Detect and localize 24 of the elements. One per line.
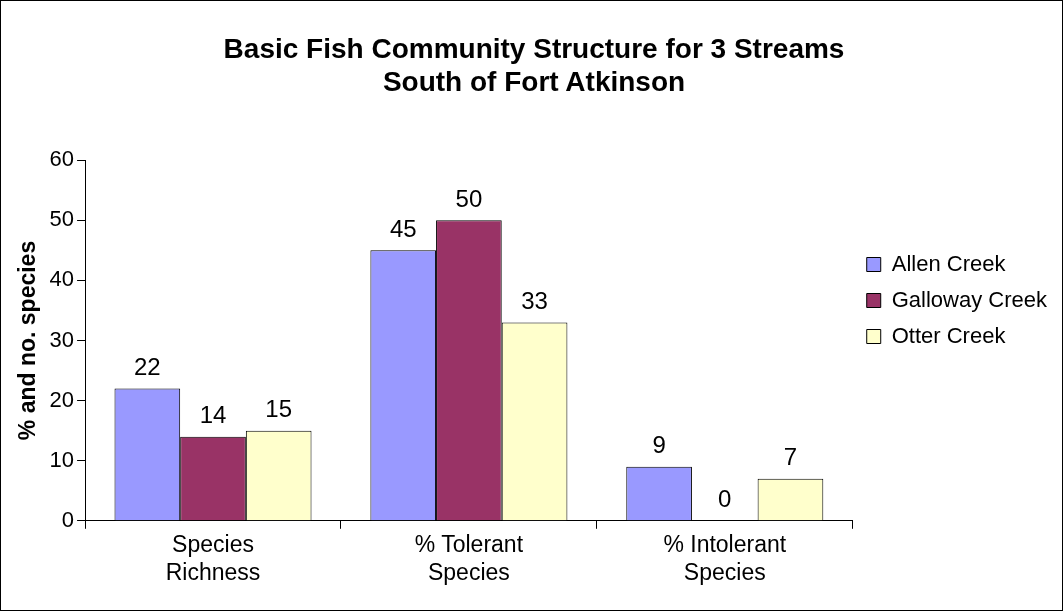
legend-label: Allen Creek bbox=[891, 250, 1007, 276]
legend-label: Otter Creek bbox=[891, 322, 1007, 348]
y-tick-label: 60 bbox=[49, 146, 75, 172]
legend-label: Galloway Creek bbox=[891, 286, 1048, 312]
chart-title: Basic Fish Community Structure for 3 Streams South of Fort Atkinson bbox=[223, 32, 845, 98]
y-tick-label: 20 bbox=[49, 386, 75, 412]
y-tick-label: 10 bbox=[49, 446, 75, 472]
x-tick-label: % Tolerant Species bbox=[414, 530, 524, 585]
data-label: 45 bbox=[389, 214, 417, 242]
data-label: 33 bbox=[521, 287, 548, 315]
y-tick-label: 50 bbox=[49, 206, 75, 232]
x-tick-label: % Intolerant Species bbox=[663, 530, 787, 585]
data-label: 9 bbox=[652, 431, 666, 459]
y-tick-label: 30 bbox=[49, 326, 75, 352]
data-label: 22 bbox=[133, 353, 161, 381]
y-axis-title: % and no. species bbox=[14, 240, 41, 441]
data-label: 14 bbox=[199, 401, 227, 429]
y-tick-label: 0 bbox=[61, 506, 75, 532]
data-label: 0 bbox=[718, 485, 732, 513]
data-label: 50 bbox=[455, 184, 483, 212]
x-tick-label: Species Richness bbox=[165, 530, 261, 585]
data-label: 15 bbox=[265, 395, 293, 423]
data-label: 7 bbox=[783, 443, 798, 471]
y-tick-label: 40 bbox=[49, 266, 75, 292]
